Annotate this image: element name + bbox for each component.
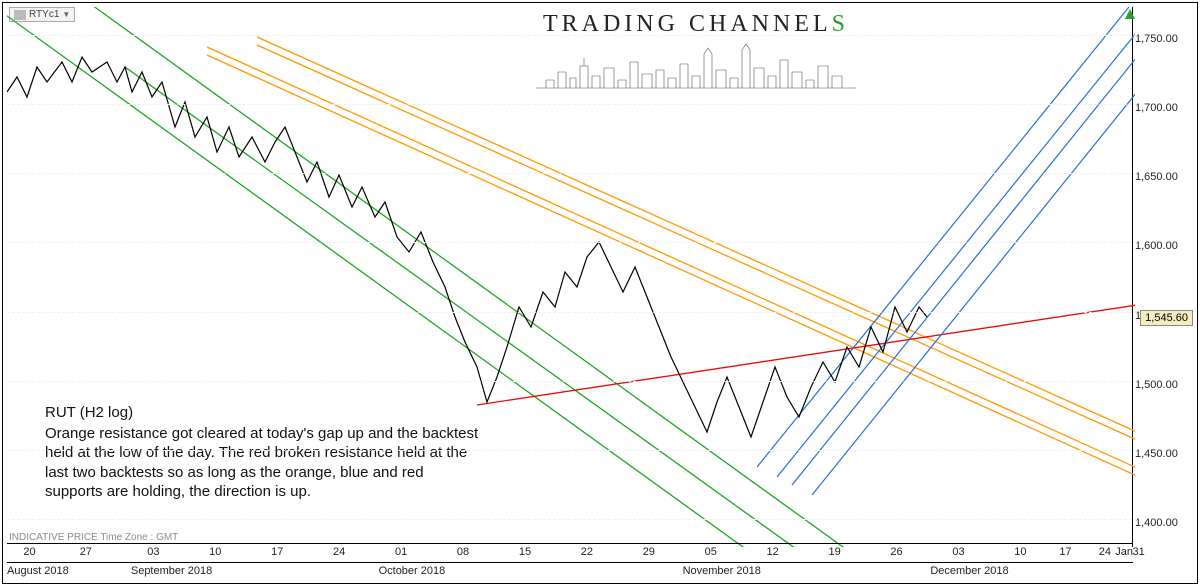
gridline bbox=[7, 519, 1137, 520]
x-axis: 2027031017240108152229051219260310172431… bbox=[7, 543, 1133, 579]
indicative-label: INDICATIVE PRICE Time Zone : GMT bbox=[9, 532, 178, 543]
channel-line bbox=[477, 305, 1135, 405]
x-tick-month: November 2018 bbox=[683, 565, 761, 577]
x-tick-day: 15 bbox=[519, 546, 531, 558]
x-tick-month: September 2018 bbox=[131, 565, 212, 577]
x-tick-day: 08 bbox=[457, 546, 469, 558]
gridline bbox=[7, 450, 1137, 451]
x-tick-day: 31 bbox=[1133, 546, 1145, 558]
channel-line bbox=[757, 7, 1135, 467]
gridline bbox=[7, 312, 1137, 313]
y-tick-label: 1,700.00 bbox=[1135, 102, 1187, 114]
x-tick-month: October 2018 bbox=[379, 565, 446, 577]
x-tick-day: 27 bbox=[80, 546, 92, 558]
channel-line bbox=[812, 92, 1135, 495]
x-tick-day: 17 bbox=[271, 546, 283, 558]
x-tick-day: 17 bbox=[1059, 546, 1071, 558]
y-tick-label: 1,500.00 bbox=[1135, 379, 1187, 391]
x-tick-day: 22 bbox=[581, 546, 593, 558]
x-tick-day: 10 bbox=[1014, 546, 1026, 558]
current-price-label: 1,545.60 bbox=[1140, 310, 1193, 326]
x-tick-day: 19 bbox=[828, 546, 840, 558]
x-tick-day: 12 bbox=[767, 546, 779, 558]
x-tick-day: 05 bbox=[705, 546, 717, 558]
annotation-body: Orange resistance got cleared at today's… bbox=[45, 424, 485, 501]
channel-line bbox=[777, 32, 1135, 477]
chart-frame: RTYc1 ▼ TRADING CHANNELS bbox=[2, 2, 1198, 584]
gridline bbox=[7, 35, 1137, 36]
x-tick-day: 24 bbox=[1099, 546, 1111, 558]
y-axis: 1,400.001,450.001,500.001,550.001,600.00… bbox=[1132, 7, 1193, 547]
x-tick-month: August 2018 bbox=[7, 565, 69, 577]
x-tick-month: December 2018 bbox=[930, 565, 1008, 577]
channel-line bbox=[257, 45, 1135, 449]
y-tick-label: 1,450.00 bbox=[1135, 448, 1187, 460]
gridline bbox=[7, 242, 1137, 243]
x-axis-days: 2027031017240108152229051219260310172431… bbox=[7, 543, 1133, 562]
x-tick-day: 03 bbox=[952, 546, 964, 558]
y-tick-label: 1,750.00 bbox=[1135, 33, 1187, 45]
x-tick-day: 20 bbox=[23, 546, 35, 558]
channel-line bbox=[792, 57, 1135, 485]
gridline bbox=[7, 381, 1137, 382]
x-tick-day: 01 bbox=[395, 546, 407, 558]
gridline bbox=[7, 173, 1137, 174]
y-tick-label: 1,650.00 bbox=[1135, 171, 1187, 183]
x-tick-day: 29 bbox=[643, 546, 655, 558]
y-tick-label: 1,400.00 bbox=[1135, 517, 1187, 529]
y-tick-label: 1,600.00 bbox=[1135, 240, 1187, 252]
x-tick-jan: Jan bbox=[1115, 546, 1133, 558]
chart-annotation: RUT (H2 log) Orange resistance got clear… bbox=[45, 403, 485, 501]
gridline bbox=[7, 104, 1137, 105]
x-tick-day: 10 bbox=[209, 546, 221, 558]
x-tick-day: 24 bbox=[333, 546, 345, 558]
x-tick-day: 03 bbox=[147, 546, 159, 558]
arrow-up-icon bbox=[1125, 9, 1135, 19]
x-tick-day: 26 bbox=[890, 546, 902, 558]
annotation-title: RUT (H2 log) bbox=[45, 403, 485, 422]
x-axis-months: August 2018 September 2018 October 2018 Nov… bbox=[7, 562, 1133, 581]
